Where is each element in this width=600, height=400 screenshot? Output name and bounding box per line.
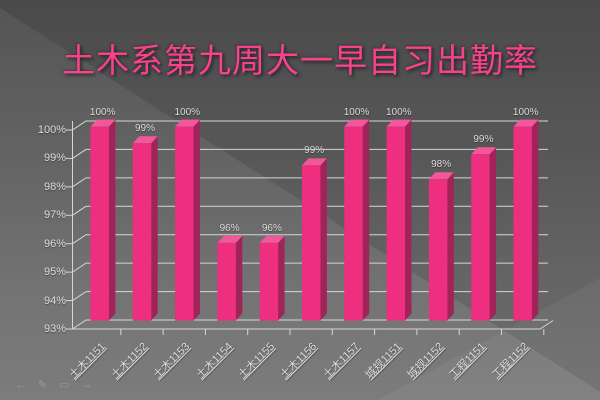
bar-top-face (471, 147, 497, 155)
bar-side-face (151, 136, 158, 321)
y-axis-label: 96% (43, 237, 66, 250)
bar (471, 154, 490, 321)
bar-side-face (531, 119, 539, 321)
bar-side-face (108, 119, 116, 321)
next-slide-icon[interactable]: → (81, 379, 92, 391)
y-axis-label: 97% (43, 209, 66, 222)
prev-slide-icon[interactable]: ← (15, 379, 26, 391)
bar (90, 126, 109, 321)
bar-value-label: 100% (386, 106, 412, 118)
bar-top-face (90, 119, 116, 127)
bar-top-face (302, 158, 327, 166)
bar-side-face (362, 119, 370, 321)
bar (386, 126, 405, 321)
bar-value-label: 100% (174, 106, 201, 118)
bar-side-face (489, 147, 497, 321)
bar (344, 126, 363, 321)
bar-value-label: 99% (304, 145, 325, 157)
slide-title: 土木系第九周大一早自习出勤率 (62, 42, 538, 79)
bar-top-face (428, 172, 454, 180)
bar-side-face (235, 235, 243, 321)
bar (513, 126, 532, 321)
bar-top-face (217, 235, 243, 243)
gridline (72, 319, 548, 330)
bar-value-label: 96% (261, 222, 282, 234)
bar (217, 242, 236, 321)
bar-side-face (405, 119, 412, 321)
bar-side-face (447, 172, 454, 321)
bar-value-label: 98% (431, 159, 452, 171)
x-axis-line (72, 320, 554, 330)
bar (175, 126, 194, 321)
presenter-toolbar: ← ✎ ▭ → (14, 379, 93, 392)
y-axis-label: 95% (43, 266, 66, 279)
bar-top-face (344, 119, 370, 127)
bar-top-face (175, 119, 200, 127)
bar-value-label: 99% (473, 134, 494, 146)
bar-value-label: 100% (89, 106, 116, 118)
bar-value-label: 100% (512, 106, 539, 118)
bar (302, 165, 321, 321)
bar-side-face (193, 119, 200, 321)
y-axis-label: 100% (37, 123, 66, 136)
bar (428, 179, 448, 321)
bar-top-face (132, 136, 158, 144)
bar-top-face (259, 235, 285, 243)
y-axis-label: 98% (43, 180, 66, 193)
bar-top-face (513, 119, 539, 127)
y-axis-label: 93% (43, 323, 66, 335)
y-axis-label: 99% (43, 152, 66, 165)
pen-icon[interactable]: ✎ (37, 379, 48, 391)
bar-side-face (320, 158, 327, 321)
slide-menu-icon[interactable]: ▭ (59, 379, 70, 391)
bar-top-face (386, 119, 412, 127)
y-axis-label: 94% (43, 294, 66, 307)
bar-value-label: 100% (343, 106, 370, 118)
bar-value-label: 99% (134, 123, 155, 135)
bar (259, 242, 279, 321)
bar-side-face (278, 235, 285, 321)
bar-value-label: 96% (219, 222, 240, 234)
bar (132, 143, 152, 321)
